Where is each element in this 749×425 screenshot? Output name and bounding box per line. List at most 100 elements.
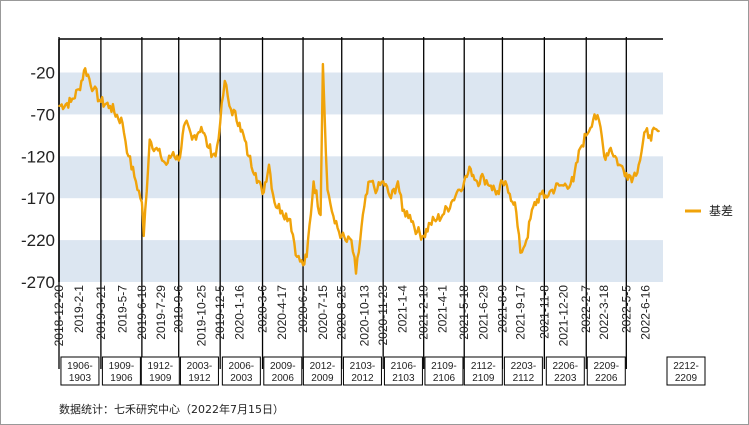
x-tick-label: 2021-4-1	[436, 285, 450, 333]
contract-label-line1: 2109-	[431, 361, 457, 372]
legend: 基差	[685, 204, 733, 218]
series-point	[280, 209, 283, 212]
x-tick-label: 2020-10-13	[357, 285, 371, 347]
x-tick-label: 2021-5-18	[457, 285, 471, 340]
series-point	[312, 180, 315, 183]
contract-box	[302, 356, 342, 386]
series-point	[319, 214, 322, 216]
contract-label-line1: 1906-	[67, 361, 93, 372]
x-axis: 2018-12-20 2019-2-1 2019-3-21 2019-5-7 2019-…	[52, 285, 653, 347]
series-point	[100, 100, 102, 103]
x-tick-label: 2021-12-20	[557, 285, 571, 347]
series-point	[390, 197, 392, 200]
series-point	[501, 180, 504, 183]
series-point	[397, 180, 399, 183]
series-point	[519, 251, 522, 254]
series-point	[368, 180, 371, 183]
contract-box	[503, 356, 543, 386]
contract-label-line2: 1909	[149, 373, 172, 384]
contract-box	[383, 356, 423, 386]
series-point	[490, 184, 492, 187]
series-point	[355, 272, 357, 275]
series-point	[261, 193, 264, 195]
series-point	[350, 239, 353, 242]
x-tick-label: 2019-6-18	[135, 285, 149, 340]
contract-label-line2: 2009	[311, 373, 334, 384]
contract-box	[101, 356, 141, 386]
series-point	[177, 159, 180, 162]
series-point	[134, 180, 137, 183]
contract-label-line1: 2006-	[229, 361, 255, 372]
y-tick-label: -70	[30, 105, 55, 124]
contract-label-line2: 2106	[433, 373, 456, 384]
series-point	[305, 255, 308, 258]
series-point	[223, 79, 226, 82]
x-tick-label: 2021-1-4	[396, 285, 410, 333]
contract-box	[140, 356, 180, 386]
contract-labels: 1906-1903 1909-1906 1912-1909 2003-1912 2006…	[60, 356, 706, 386]
series-point	[648, 134, 651, 137]
contract-box	[666, 356, 706, 386]
x-tick-label: 2019-12-5	[213, 285, 227, 340]
x-tick-label: 2020-7-15	[316, 285, 330, 340]
x-tick-label: 2019-5-7	[116, 285, 130, 333]
series-point	[644, 130, 647, 133]
series-point	[572, 180, 575, 183]
contract-label-line2: 2012	[351, 373, 374, 384]
contract-label-line2: 1912	[188, 373, 211, 384]
series-point	[296, 255, 298, 258]
contract-label-line2: 2003	[230, 373, 253, 384]
series-point	[363, 205, 366, 208]
contract-box	[221, 356, 261, 386]
contract-label-line2: 2006	[272, 373, 295, 384]
series-point	[165, 163, 168, 166]
series-point	[268, 163, 270, 166]
contract-box	[424, 356, 464, 386]
series-point	[593, 113, 596, 116]
series-point	[159, 155, 162, 158]
contract-label-line1: 1912-	[148, 361, 174, 372]
series-point	[558, 184, 560, 187]
series-point	[497, 193, 500, 195]
series-point	[609, 147, 612, 149]
series-point	[551, 188, 554, 191]
x-tick-label: 2021-6-29	[477, 285, 491, 340]
series-point	[289, 218, 292, 221]
series-point	[543, 197, 546, 200]
series-point	[476, 180, 479, 183]
series-point	[219, 121, 222, 124]
y-tick-label: -120	[21, 147, 55, 166]
contract-label-line2: 2112	[513, 373, 535, 384]
x-tick-label: 2018-12-20	[52, 285, 66, 347]
series-point	[436, 218, 438, 221]
x-tick-label: 2020-1-16	[233, 285, 247, 340]
series-point	[450, 201, 453, 204]
x-tick-label: 2020-3-6	[256, 285, 270, 333]
series-point	[416, 230, 419, 233]
x-tick-label: 2019-10-25	[194, 285, 208, 347]
series-point	[228, 105, 231, 107]
series-point	[273, 201, 276, 204]
x-tick-label: 2021-11-8	[537, 285, 551, 339]
series-point	[429, 222, 432, 225]
series-point	[92, 88, 95, 91]
series-point	[562, 184, 565, 187]
series-point	[214, 155, 217, 158]
series-point	[532, 205, 535, 208]
series-point	[441, 214, 444, 216]
x-tick-label: 2020-6-2	[296, 285, 310, 333]
contract-box	[342, 356, 382, 386]
series-point	[321, 63, 324, 66]
contract-label-line1: 2106-	[391, 361, 417, 372]
contract-box	[60, 356, 100, 386]
y-tick-label: -20	[30, 64, 55, 83]
series-point	[184, 121, 187, 124]
series-point	[482, 176, 485, 179]
series-point	[127, 155, 130, 158]
shaded-band	[59, 240, 663, 282]
x-tick-label: 2020-8-25	[335, 285, 349, 340]
series-point	[333, 222, 336, 225]
series-point	[148, 138, 151, 141]
series-point	[422, 235, 425, 237]
